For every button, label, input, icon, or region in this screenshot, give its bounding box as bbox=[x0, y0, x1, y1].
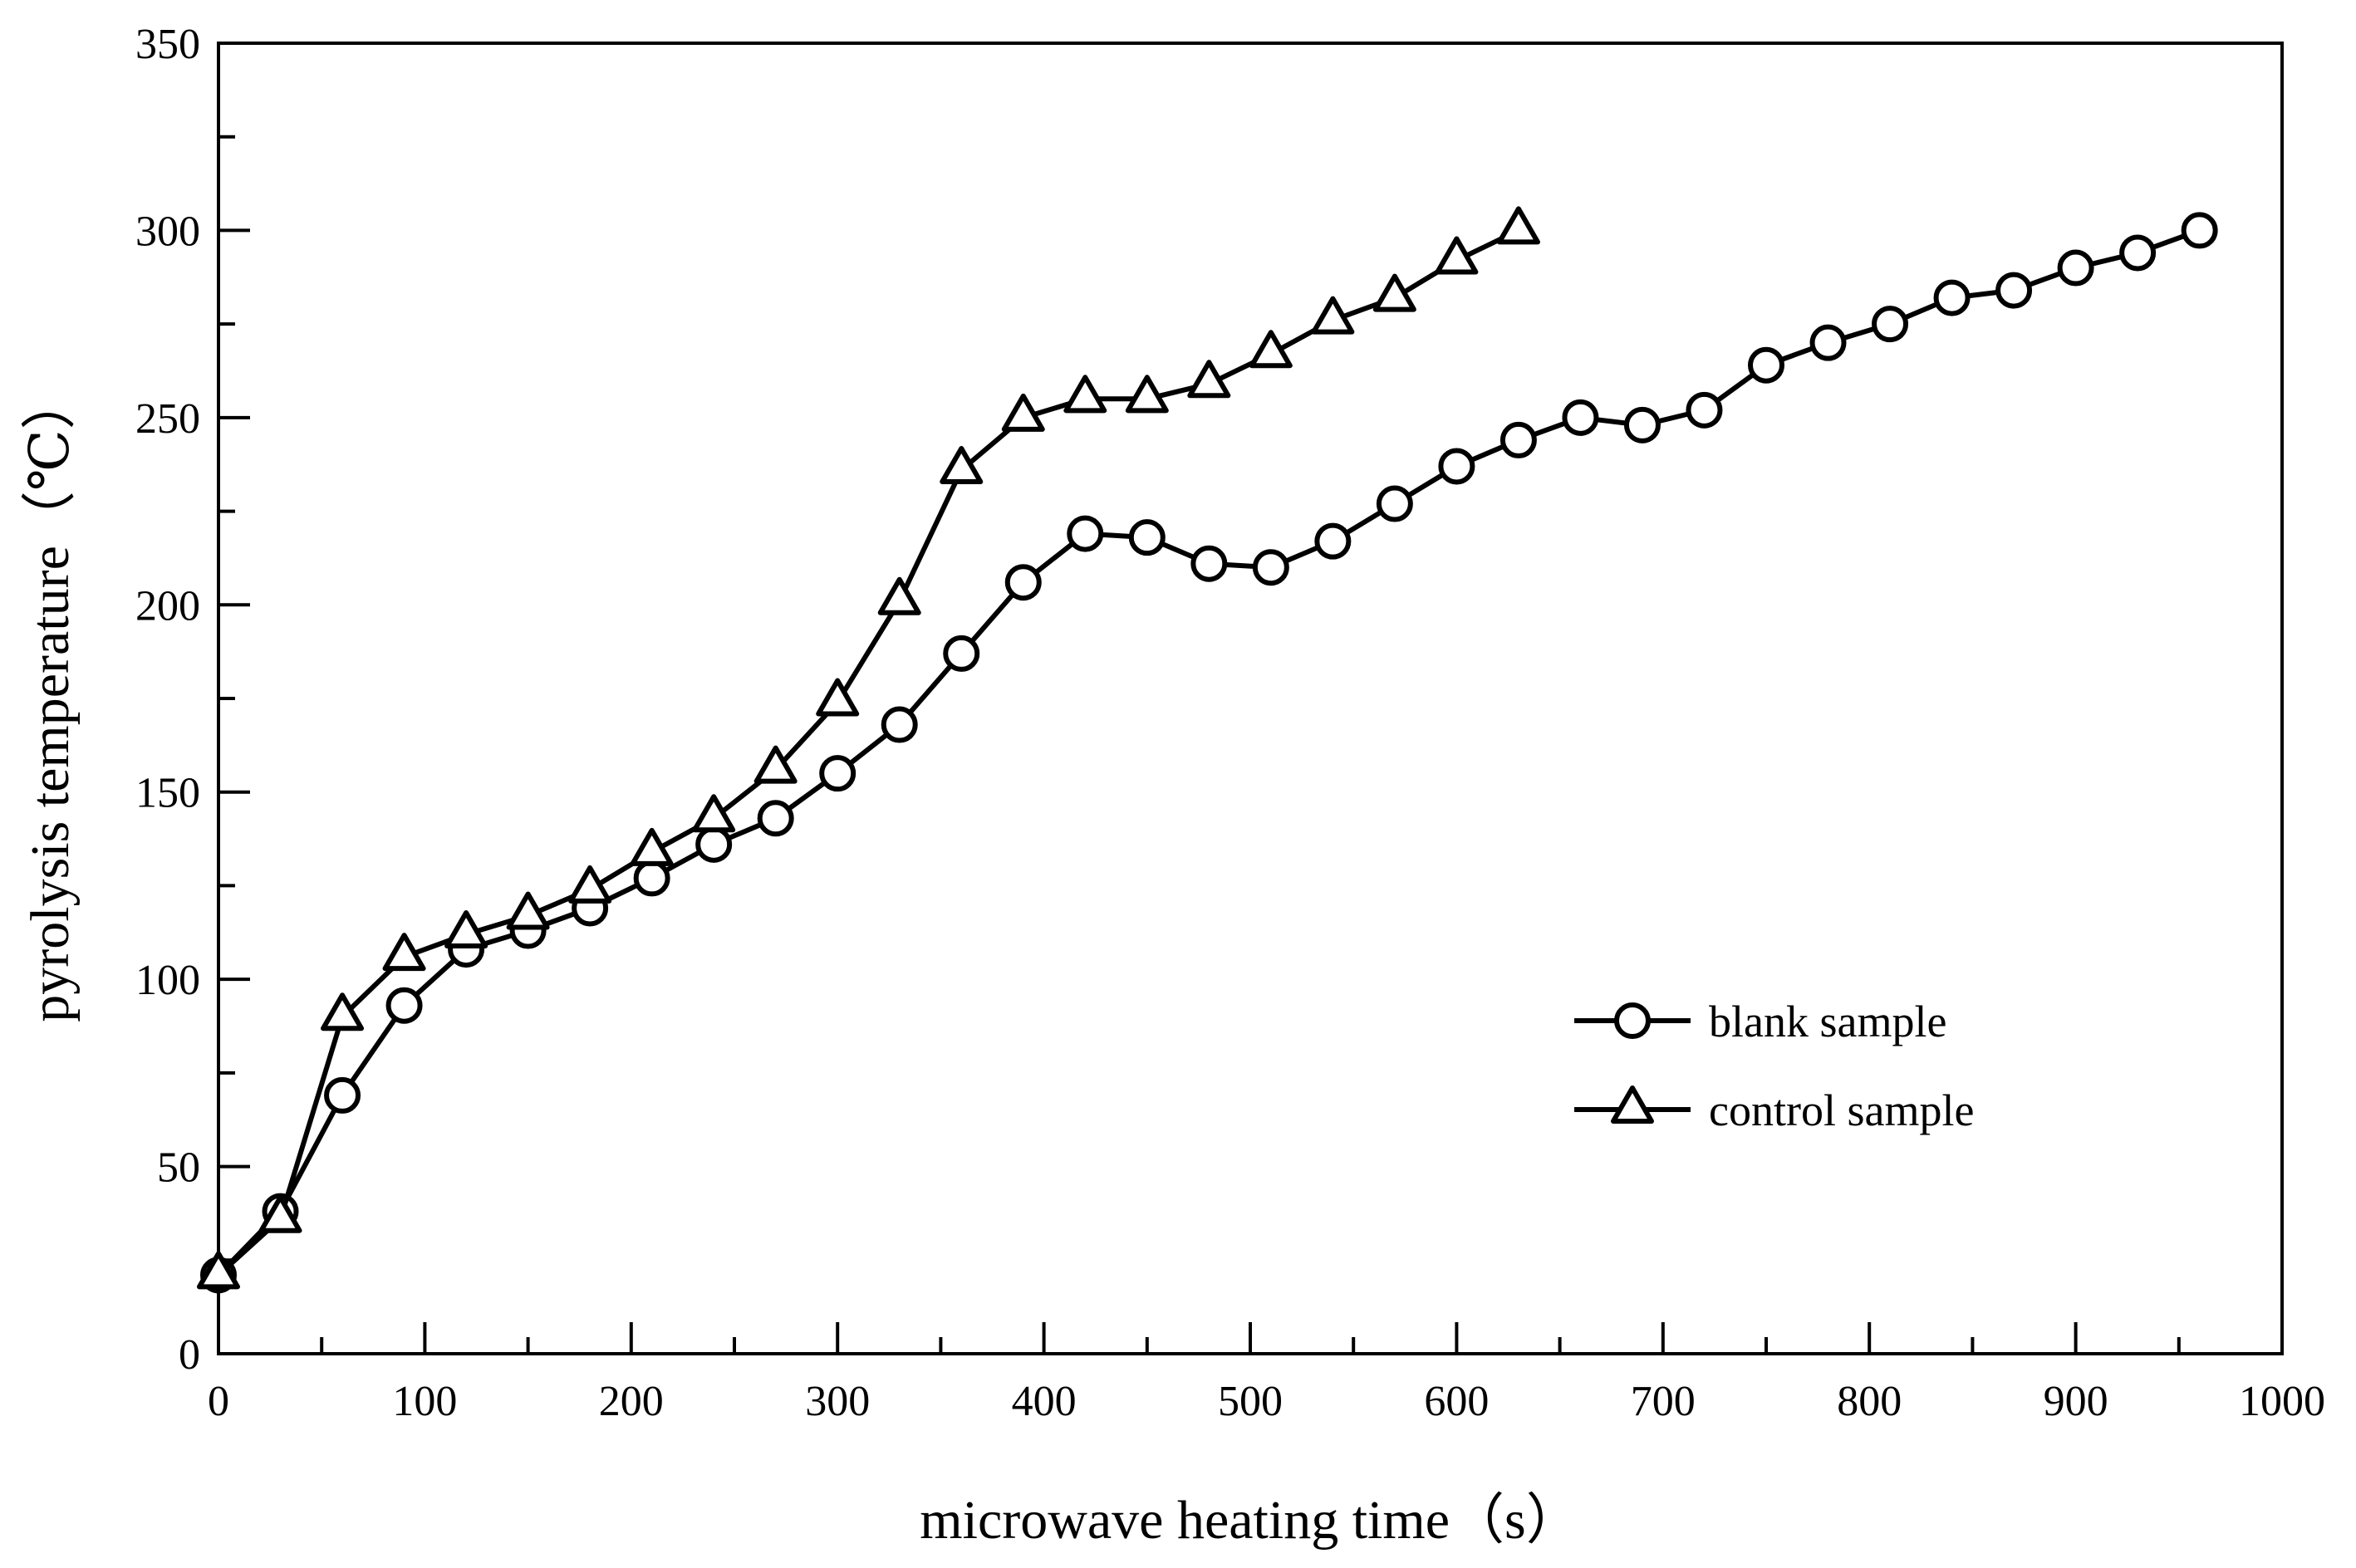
data-point-blank-sample bbox=[1067, 515, 1104, 552]
data-point-control-sample bbox=[877, 576, 921, 615]
plot-frame-group bbox=[217, 42, 2284, 1355]
data-point-control-sample bbox=[753, 745, 798, 784]
legend-marker-triangle bbox=[1611, 1085, 1654, 1124]
data-point-control-sample bbox=[940, 445, 984, 484]
data-point-blank-sample bbox=[1995, 272, 2033, 309]
legend-marker-circle bbox=[1614, 1002, 1651, 1039]
data-point-blank-sample bbox=[881, 706, 918, 743]
data-point-control-sample bbox=[1063, 375, 1107, 414]
data-point-control-sample bbox=[1435, 236, 1479, 275]
data-point-blank-sample bbox=[2181, 212, 2218, 249]
legend-item-control: control sample bbox=[1574, 1085, 1974, 1135]
data-point-blank-sample bbox=[324, 1076, 361, 1114]
data-point-control-sample bbox=[382, 933, 426, 972]
data-point-blank-sample bbox=[1190, 545, 1228, 582]
data-point-control-sample bbox=[1372, 273, 1416, 312]
x-tick-label: 1000 bbox=[2239, 1378, 2325, 1425]
x-tick-label: 100 bbox=[392, 1378, 457, 1425]
data-point-control-sample bbox=[1249, 330, 1293, 369]
data-point-control-sample bbox=[258, 1194, 302, 1233]
data-point-blank-sample bbox=[1748, 346, 1784, 384]
data-point-blank-sample bbox=[1376, 485, 1413, 522]
data-point-blank-sample bbox=[1438, 448, 1475, 485]
x-axis-title: microwave heating time（s） bbox=[920, 1490, 1580, 1551]
x-tick-label: 500 bbox=[1218, 1378, 1283, 1425]
data-point-blank-sample bbox=[1499, 421, 1537, 458]
legend: blank sample control sample bbox=[1574, 997, 1974, 1135]
y-tick-label: 250 bbox=[135, 395, 200, 443]
x-tick-label: 900 bbox=[2044, 1378, 2108, 1425]
data-point-control-sample bbox=[1496, 206, 1540, 245]
data-point-control-sample bbox=[1001, 393, 1045, 432]
data-point-blank-sample bbox=[1872, 306, 1909, 343]
series-control-sample bbox=[197, 206, 1540, 1290]
legend-label-blank: blank sample bbox=[1709, 997, 1946, 1046]
data-point-blank-sample bbox=[1004, 564, 1042, 601]
data-point-blank-sample bbox=[1623, 406, 1661, 443]
data-point-blank-sample bbox=[1562, 399, 1599, 436]
data-point-blank-sample bbox=[1686, 391, 1723, 429]
data-point-blank-sample bbox=[2057, 249, 2094, 287]
data-point-blank-sample bbox=[633, 860, 670, 897]
data-point-blank-sample bbox=[819, 755, 857, 792]
data-point-control-sample bbox=[1125, 375, 1169, 414]
plot-frame bbox=[217, 42, 2284, 1355]
data-point-control-sample bbox=[630, 827, 674, 866]
data-point-control-sample bbox=[444, 910, 488, 949]
y-tick-label: 100 bbox=[135, 957, 200, 1004]
y-tick-label: 350 bbox=[135, 21, 200, 68]
y-tick-label: 300 bbox=[135, 208, 200, 255]
data-point-control-sample bbox=[568, 865, 612, 904]
series-layer bbox=[197, 206, 2218, 1294]
y-tick-label: 50 bbox=[157, 1144, 200, 1192]
x-tick-label: 600 bbox=[1424, 1378, 1489, 1425]
data-point-blank-sample bbox=[695, 826, 733, 863]
data-point-blank-sample bbox=[943, 635, 980, 672]
x-axis-ticks: 0 100 200 300 400 500 600 700 800 900 1000 bbox=[208, 1322, 2325, 1425]
data-point-control-sample bbox=[506, 891, 550, 930]
x-tick-label: 200 bbox=[599, 1378, 664, 1425]
data-point-blank-sample bbox=[1128, 519, 1166, 556]
legend-label-control: control sample bbox=[1709, 1085, 1974, 1135]
y-tick-label: 150 bbox=[135, 770, 200, 817]
y-tick-label: 0 bbox=[179, 1331, 200, 1379]
series-line-control-sample bbox=[216, 228, 1520, 1277]
data-point-control-sample bbox=[321, 992, 365, 1031]
y-axis-title: pyrolysis temperature（℃） bbox=[20, 375, 81, 1022]
data-point-blank-sample bbox=[1933, 279, 1971, 316]
data-point-control-sample bbox=[816, 678, 860, 717]
x-tick-label: 0 bbox=[208, 1378, 229, 1425]
data-point-control-sample bbox=[197, 1251, 240, 1290]
data-point-blank-sample bbox=[1252, 549, 1289, 586]
data-point-control-sample bbox=[692, 794, 736, 833]
legend-item-blank: blank sample bbox=[1574, 997, 1946, 1046]
y-axis-ticks: 0 50 100 150 200 250 300 350 bbox=[135, 21, 250, 1379]
x-tick-label: 700 bbox=[1631, 1378, 1696, 1425]
data-point-control-sample bbox=[1311, 296, 1355, 335]
data-point-control-sample bbox=[1187, 360, 1231, 399]
data-point-blank-sample bbox=[1809, 324, 1847, 361]
data-point-blank-sample bbox=[1314, 522, 1352, 560]
x-tick-label: 400 bbox=[1012, 1378, 1077, 1425]
y-tick-label: 200 bbox=[135, 582, 200, 630]
x-tick-label: 300 bbox=[805, 1378, 870, 1425]
data-point-blank-sample bbox=[2119, 234, 2157, 272]
data-point-blank-sample bbox=[385, 987, 423, 1024]
x-tick-label: 800 bbox=[1837, 1378, 1902, 1425]
data-point-blank-sample bbox=[757, 800, 794, 837]
